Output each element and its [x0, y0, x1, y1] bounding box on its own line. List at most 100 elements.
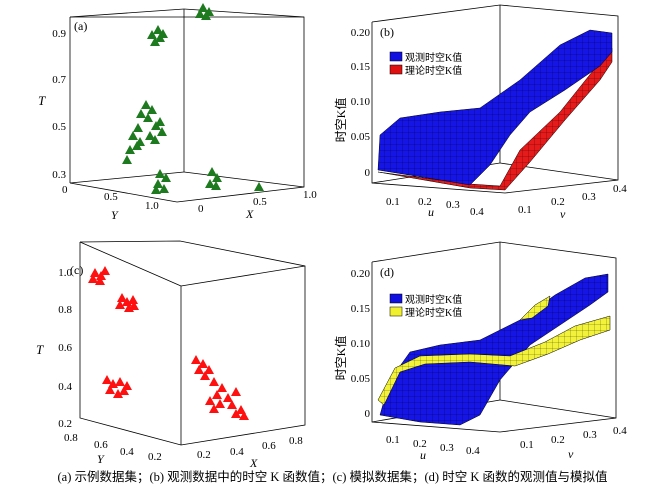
triangle-marker	[150, 37, 160, 46]
triangle-marker	[100, 266, 110, 275]
surface-observed-b	[377, 29, 613, 186]
panel-a-y-ticks: 0 0.5 1.0	[62, 184, 159, 212]
panel-a-z-ticks: 0.3 0.5 0.7 0.9	[52, 28, 66, 181]
panel-a-label: (a)	[74, 19, 87, 33]
triangle-marker	[155, 169, 165, 178]
panel-c-y-ticks: 0.8 0.6 0.4 0.2	[64, 432, 162, 463]
u-tick: 0.2	[413, 438, 427, 450]
triangle-marker	[239, 411, 249, 420]
u-tick: 0.1	[386, 434, 400, 446]
triangle-marker	[125, 145, 135, 154]
legend-entry: 观测时空K值	[405, 51, 462, 64]
z-tick: 0.05	[351, 373, 371, 385]
panel-c-box	[79, 240, 306, 446]
u-tick: 0.3	[440, 442, 454, 454]
triangle-marker	[133, 123, 143, 132]
triangle-marker	[102, 375, 112, 384]
z-tick: 0.2	[58, 418, 72, 430]
panel-b-z-label: 时空K值	[333, 98, 348, 143]
panel-c: (c) T 0.2 0.4 0.6 0.8 1.0 0.8 0.6 0.4 0.…	[36, 240, 306, 470]
z-tick: 0.8	[58, 304, 72, 316]
triangle-marker	[254, 182, 264, 191]
panel-a-x-label: X	[245, 207, 254, 221]
x-tick: 0.6	[262, 440, 276, 452]
triangle-marker	[105, 385, 115, 394]
panel-d-v-ticks: 0.1 0.2 0.3 0.4	[520, 425, 627, 451]
triangle-marker	[209, 404, 219, 413]
triangle-marker	[147, 30, 157, 39]
u-tick: 0.3	[446, 199, 460, 211]
panel-d-label: (d)	[380, 265, 394, 279]
triangle-marker	[194, 365, 204, 374]
triangle-marker	[147, 105, 157, 114]
y-tick: 0.2	[148, 451, 162, 463]
u-tick: 0.2	[418, 196, 432, 208]
triangle-marker	[201, 11, 211, 20]
y-tick: 0.6	[94, 439, 108, 451]
z-tick: 0.5	[52, 121, 66, 133]
surface-observed-d	[379, 273, 609, 426]
triangle-marker	[215, 399, 225, 408]
triangle-marker	[223, 393, 233, 402]
triangle-marker	[205, 179, 215, 188]
y-tick: 0.5	[104, 191, 118, 203]
panel-d: (d) 时空K值 0 0.05 0.10 0.15 0.20 观测时空K值 理论…	[333, 241, 627, 462]
triangle-marker	[129, 301, 139, 310]
panel-c-y-label: Y	[97, 452, 105, 466]
panel-a-box	[69, 8, 305, 203]
triangle-marker	[161, 173, 171, 182]
triangle-marker	[95, 276, 105, 285]
panel-a-markers	[122, 3, 264, 194]
triangle-marker	[113, 389, 123, 398]
triangle-marker	[217, 383, 227, 392]
triangle-marker	[128, 295, 138, 304]
v-tick: 0.2	[551, 196, 565, 208]
z-tick: 0.20	[351, 27, 371, 39]
triangle-marker	[151, 185, 161, 194]
u-tick: 0.1	[386, 196, 400, 208]
panel-a-z-label: T	[38, 93, 46, 108]
triangle-marker	[136, 109, 146, 118]
triangle-marker	[204, 365, 214, 374]
surface-theoretical-b	[377, 47, 613, 191]
triangle-marker	[227, 400, 237, 409]
triangle-marker	[153, 179, 163, 188]
panel-b-u-label: u	[428, 205, 434, 219]
panel-d-u-ticks: 0.1 0.2 0.3 0.4	[386, 434, 480, 457]
panel-c-markers	[88, 266, 249, 420]
panel-c-z-label: T	[36, 342, 44, 357]
triangle-marker	[141, 100, 151, 109]
panel-c-x-label: X	[249, 456, 258, 470]
v-tick: 0.3	[582, 191, 596, 203]
triangle-marker	[132, 141, 142, 150]
u-tick: 0.4	[470, 206, 484, 218]
z-tick: 0	[365, 408, 371, 420]
panel-d-z-label: 时空K值	[333, 336, 348, 381]
x-tick: 0.2	[197, 449, 211, 461]
panel-a-x-ticks: 0 0.5 1.0	[198, 189, 317, 215]
z-tick: 0.7	[52, 74, 66, 86]
triangle-marker	[153, 25, 163, 34]
triangle-marker	[122, 155, 132, 164]
figure-caption: (a) 示例数据集；(b) 观测数据中的时空 K 函数值；(c) 模拟数据集；(…	[57, 470, 608, 484]
legend-swatch	[389, 51, 403, 62]
z-tick: 1.0	[58, 267, 72, 279]
surface-theoretical-d	[377, 315, 611, 406]
triangle-marker	[212, 173, 222, 182]
v-tick: 0.2	[551, 434, 565, 446]
v-tick: 0.4	[613, 425, 627, 437]
x-tick: 1.0	[303, 189, 317, 201]
panel-b-surfaces	[377, 29, 613, 191]
triangle-marker	[115, 300, 125, 309]
x-tick: 0.8	[289, 435, 303, 447]
z-tick: 0.10	[351, 96, 371, 108]
panel-a: (a) T 0.3 0.5 0.7 0.9 0 0.5 1.0 Y 0 0.5 …	[38, 3, 317, 222]
panel-b: (b) 时空K值 0 0.05 0.10 0.15 0.20 观测时空K值 理论…	[333, 4, 627, 221]
triangle-marker	[90, 268, 100, 277]
panel-d-legend: 观测时空K值 理论时空K值	[389, 293, 462, 319]
triangle-marker	[159, 184, 169, 193]
z-tick: 0.20	[351, 268, 371, 280]
triangle-marker	[143, 113, 153, 122]
triangle-marker	[231, 409, 241, 418]
